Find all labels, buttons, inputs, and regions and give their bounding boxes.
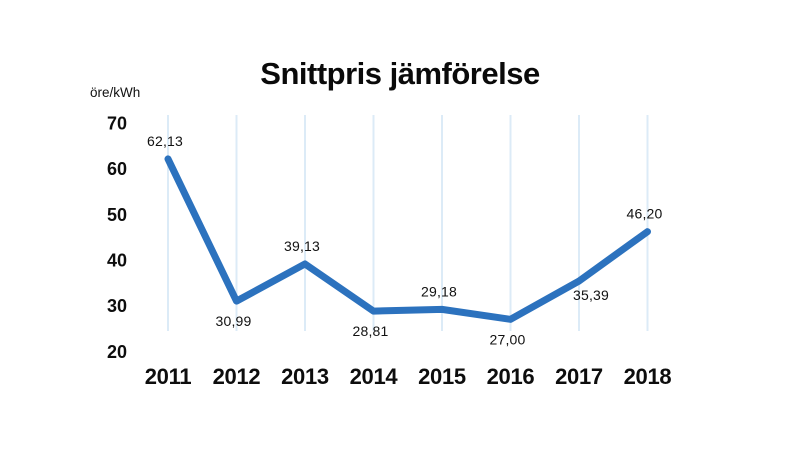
value-label-2011: 62,13 (147, 133, 183, 149)
y-axis-unit-label: öre/kWh (90, 85, 141, 100)
y-tick-30: 30 (107, 296, 127, 316)
value-label-2012: 30,99 (215, 313, 251, 329)
labels-group: 2011 2012 2013 2014 2015 2016 2017 2018 20 30 40 50… (107, 114, 672, 390)
value-label-2013: 39,13 (284, 238, 320, 254)
series-group (164, 155, 651, 323)
y-tick-20: 20 (107, 342, 127, 362)
price-line-Snittpris (164, 155, 651, 323)
x-tick-2011: 2011 (145, 364, 192, 389)
x-tick-2015: 2015 (418, 364, 466, 389)
y-tick-70: 70 (107, 114, 127, 134)
x-tick-2013: 2013 (281, 364, 329, 389)
value-label-2016: 27,00 (489, 331, 525, 347)
value-label-2015: 29,18 (421, 283, 457, 299)
y-tick-50: 50 (107, 205, 127, 225)
chart-title: Snittpris jämförelse (260, 56, 540, 91)
value-label-2018: 46,20 (626, 206, 662, 222)
y-tick-60: 60 (107, 159, 127, 179)
y-tick-40: 40 (107, 250, 127, 270)
x-tick-2014: 2014 (350, 364, 399, 389)
x-tick-2012: 2012 (213, 364, 261, 389)
value-label-2017: 35,39 (573, 287, 609, 303)
gridlines-group (167, 115, 649, 331)
x-tick-2016: 2016 (487, 364, 535, 389)
x-tick-2017: 2017 (555, 364, 603, 389)
value-label-2014: 28,81 (352, 323, 388, 339)
x-tick-2018: 2018 (624, 364, 672, 389)
